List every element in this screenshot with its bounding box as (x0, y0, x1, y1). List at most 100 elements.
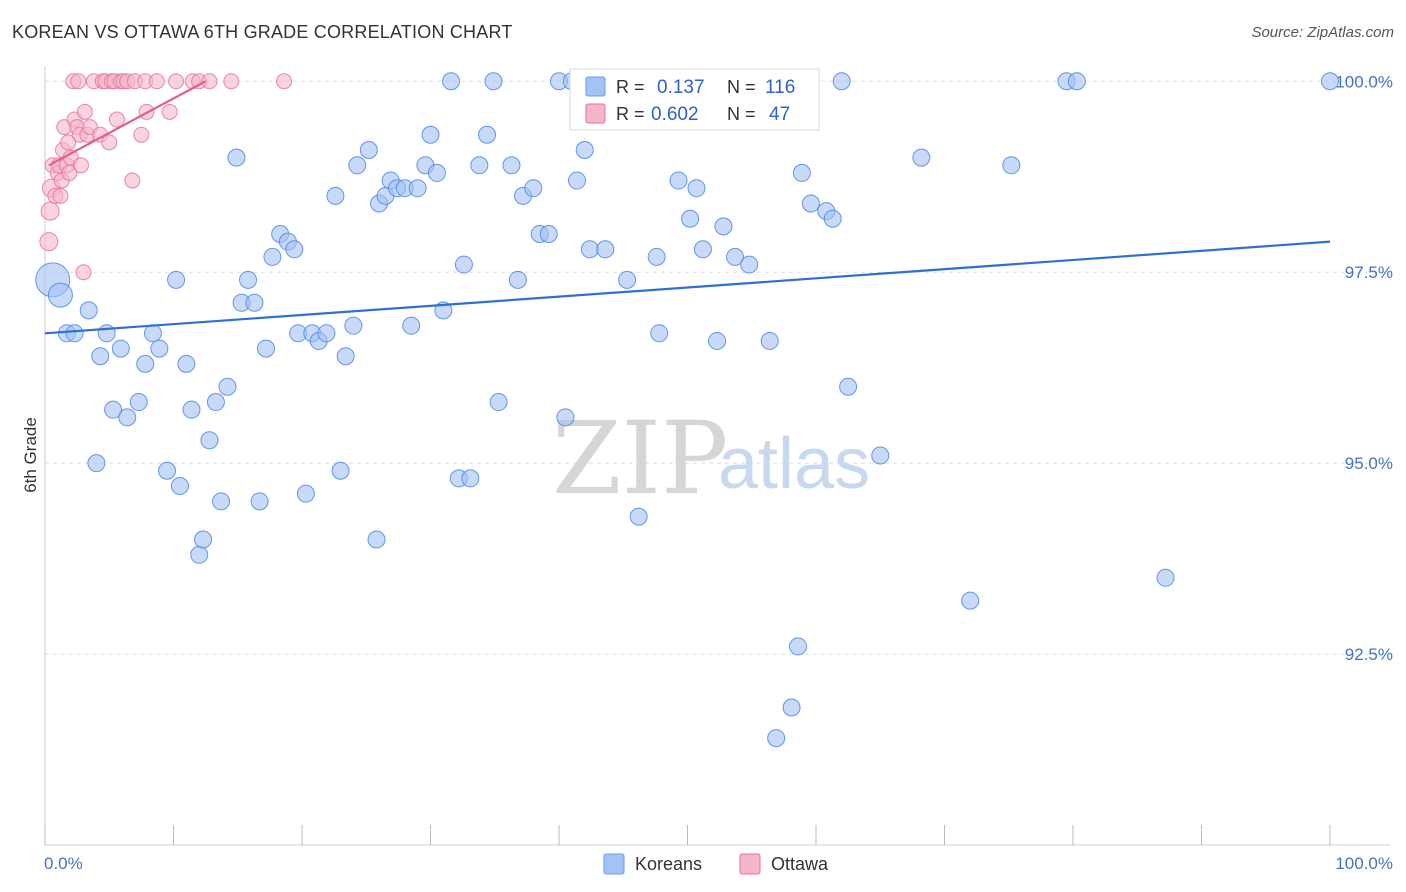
trend-lines (44, 80, 1331, 335)
korean-point (194, 530, 213, 549)
korean-point (336, 347, 355, 366)
ottawa-point (39, 232, 59, 252)
korean-point (767, 729, 786, 748)
korean-point (263, 247, 282, 266)
korean-point (792, 163, 811, 182)
korean-point (823, 209, 842, 228)
ottawa-point (75, 264, 92, 281)
legend-n-value-koreans: 116 (765, 77, 795, 98)
korean-point (714, 217, 733, 236)
korean-point (575, 141, 594, 160)
korean-point (257, 339, 276, 358)
korean-point (285, 240, 304, 259)
ottawa-point (70, 73, 87, 90)
korean-point (442, 72, 461, 91)
korean-point (427, 163, 446, 182)
korean-point (348, 156, 367, 175)
legend-r-value-ottawa: 0.602 (651, 104, 699, 125)
korean-point (489, 393, 508, 412)
ottawa-point (60, 134, 77, 151)
korean-point (136, 354, 155, 373)
korean-point (206, 393, 225, 412)
korean-point (190, 545, 209, 564)
korean-point (317, 324, 336, 343)
korean-point (708, 331, 727, 350)
korean-point (167, 270, 186, 289)
koreans-points (35, 72, 1339, 748)
legend-swatch-koreans (585, 76, 606, 97)
korean-point (79, 301, 98, 320)
y-tick-label-0: 92.5% (1345, 645, 1393, 664)
gridlines (45, 80, 1390, 655)
korean-point (629, 507, 648, 526)
korean-point (669, 171, 688, 190)
bottom-legend-label-ottawa: Ottawa (771, 854, 829, 874)
ottawa-point (108, 111, 125, 128)
korean-point (245, 293, 264, 312)
korean-point (143, 324, 162, 343)
korean-point (150, 339, 169, 358)
bottom-legend: Koreans Ottawa (603, 853, 829, 875)
ottawa-point (276, 73, 293, 90)
korean-point (218, 377, 237, 396)
korean-point (839, 377, 858, 396)
watermark: ZIP atlas (552, 400, 870, 517)
source-label: Source: ZipAtlas.com (1251, 24, 1394, 41)
korean-point (87, 454, 106, 473)
korean-point (1156, 568, 1175, 587)
korean-point (871, 446, 890, 465)
korean-point (508, 270, 527, 289)
korean-point (212, 492, 231, 511)
ottawa-point (76, 103, 93, 120)
korean-point (408, 179, 427, 198)
korean-point (227, 148, 246, 167)
korean-point (801, 194, 820, 213)
korean-point (170, 477, 189, 496)
korean-point (239, 270, 258, 289)
korean-point (502, 156, 521, 175)
korean-point (344, 316, 363, 335)
y-tick-label-1: 95.0% (1345, 454, 1393, 473)
korean-point (618, 270, 637, 289)
watermark-atlas: atlas (718, 424, 870, 504)
legend-n-label-koreans: N = (727, 77, 756, 97)
korean-point (177, 354, 196, 373)
axes (44, 66, 1390, 846)
legend-box (569, 68, 820, 131)
korean-point (556, 408, 575, 427)
korean-point (484, 72, 503, 91)
x-tick-label-1: 100.0% (1335, 854, 1393, 873)
legend-n-value-ottawa: 47 (769, 104, 790, 125)
bottom-legend-swatch-koreans (603, 853, 625, 875)
korean-point (760, 331, 779, 350)
y-tick-label-3: 100.0% (1335, 72, 1393, 91)
korean-point (832, 72, 851, 91)
korean-point (650, 324, 669, 343)
korean-point (596, 240, 615, 259)
x-tick-label-0: 0.0% (44, 854, 83, 873)
watermark-zip: ZIP (552, 400, 728, 517)
ottawa-point (148, 73, 165, 90)
correlation-legend: R = 0.137 N = 116 R = 0.602 N = 47 (569, 68, 820, 131)
korean-point (421, 125, 440, 144)
korean-point (681, 209, 700, 228)
korean-point (104, 400, 123, 419)
korean-point (461, 469, 480, 488)
bottom-legend-swatch-ottawa (739, 853, 761, 875)
korean-point (111, 339, 130, 358)
korean-point (567, 171, 586, 190)
korean-point (693, 240, 712, 259)
korean-point (97, 324, 116, 343)
ottawa-point (124, 172, 141, 189)
korean-point (359, 141, 378, 160)
korean-point (782, 698, 801, 717)
korean-point (91, 347, 110, 366)
legend-r-label-ottawa: R = (616, 104, 645, 124)
ottawa-point (40, 201, 60, 221)
ottawa-point (223, 73, 240, 90)
korean-point (47, 282, 73, 308)
korean-point (65, 324, 84, 343)
korean-point (580, 240, 599, 259)
ottawa-point (101, 134, 118, 151)
ottawa-point (168, 73, 185, 90)
